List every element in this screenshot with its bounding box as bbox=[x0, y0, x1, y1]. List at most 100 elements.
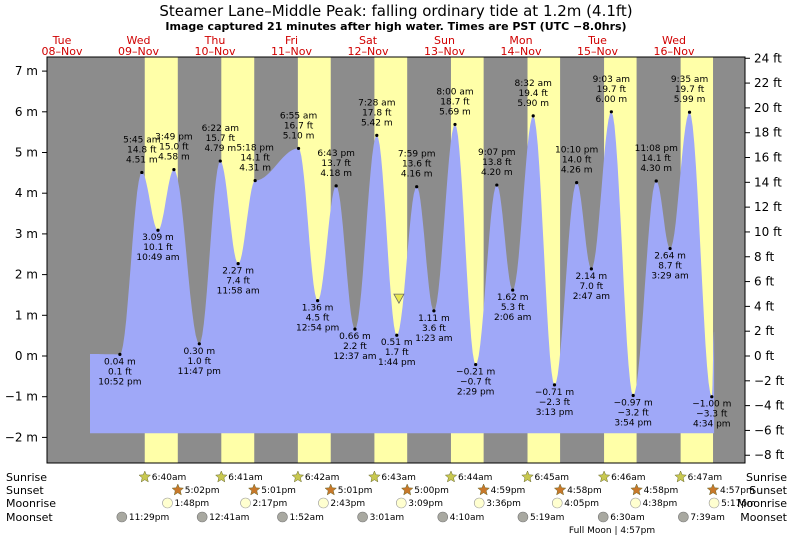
moonset-icon bbox=[437, 511, 449, 523]
moonset-row-label-left: Moonset bbox=[6, 511, 53, 524]
tide-m-label: 0.66 m bbox=[339, 332, 371, 342]
sunrise-time: 6:45am bbox=[535, 473, 570, 483]
day-date-label: 15–Nov bbox=[577, 45, 618, 58]
day-name-label: Tue bbox=[52, 34, 72, 47]
tide-m-label: 1.11 m bbox=[418, 314, 450, 324]
day-name-label: Sat bbox=[359, 34, 378, 47]
moonrise-icon bbox=[473, 497, 485, 509]
tide-time-label: 5:45 am bbox=[123, 135, 160, 145]
sunrise-time: 6:47am bbox=[688, 473, 723, 483]
moonset-time: 7:39am bbox=[690, 513, 725, 523]
tide-time-label: 12:37 am bbox=[333, 352, 376, 362]
low-tide-point bbox=[511, 288, 515, 292]
low-tide-point bbox=[432, 309, 436, 313]
tide-time-label: 1:44 pm bbox=[378, 358, 416, 368]
day-date-label: 14–Nov bbox=[501, 45, 542, 58]
moonrise-time: 4:05pm bbox=[564, 499, 599, 509]
moonrise-icon bbox=[630, 497, 641, 509]
moonrise-time: 4:38pm bbox=[643, 499, 678, 509]
tide-m-label: 2.64 m bbox=[654, 252, 686, 262]
tide-ft-label: 2.2 ft bbox=[343, 342, 367, 352]
tide-m-label: 0.51 m bbox=[381, 338, 413, 348]
y-right-tick-label: 12 ft bbox=[754, 200, 782, 214]
moonset-icon bbox=[678, 511, 689, 523]
tide-m-label: −0.97 m bbox=[614, 398, 653, 408]
day-name-label: Wed bbox=[127, 34, 151, 47]
tide-time-label: 3:13 pm bbox=[536, 408, 574, 418]
tide-m-label: 4.30 m bbox=[640, 164, 672, 174]
sunset-star-icon bbox=[171, 483, 185, 496]
sunrise-time: 6:43am bbox=[381, 473, 416, 483]
high-tide-point bbox=[334, 184, 338, 188]
tide-time-label: 9:07 pm bbox=[478, 148, 516, 158]
tide-ft-label: 5.3 ft bbox=[501, 303, 525, 313]
y-right-tick-label: −2 ft bbox=[754, 374, 785, 388]
tide-time-label: 1:23 am bbox=[415, 334, 452, 344]
tide-time-label: 12:54 pm bbox=[296, 324, 339, 334]
tide-m-label: 4.79 m bbox=[204, 144, 236, 154]
day-name-label: Thu bbox=[204, 34, 226, 47]
low-tide-point bbox=[156, 228, 160, 232]
y-right-tick-label: 8 ft bbox=[754, 250, 774, 264]
day-date-label: 10–Nov bbox=[195, 45, 236, 58]
tide-ft-label: −2.3 ft bbox=[539, 398, 571, 408]
tide-time-label: 9:35 am bbox=[671, 75, 708, 85]
low-tide-point bbox=[552, 383, 557, 387]
sunrise-star-icon bbox=[368, 470, 381, 483]
tide-ft-label: 19.4 ft bbox=[518, 89, 548, 99]
tide-m-label: 4.18 m bbox=[320, 169, 352, 179]
tide-curve bbox=[90, 111, 715, 434]
high-tide-point bbox=[253, 178, 257, 183]
tide-m-label: 2.27 m bbox=[222, 267, 254, 277]
tide-ft-label: 14.8 ft bbox=[127, 145, 157, 155]
moonrise-icon bbox=[162, 497, 173, 509]
tide-m-label: −0.21 m bbox=[456, 368, 495, 378]
moonset-icon bbox=[116, 511, 128, 523]
tide-time-label: 11:47 pm bbox=[178, 367, 221, 377]
sunrise-star-icon bbox=[214, 470, 228, 483]
tide-time-label: 6:55 am bbox=[280, 111, 317, 121]
low-tide-point bbox=[197, 342, 201, 346]
tide-ft-label: 7.4 ft bbox=[226, 277, 250, 287]
low-tide-point bbox=[589, 267, 593, 271]
tide-time-label: 7:59 pm bbox=[398, 150, 436, 160]
sunset-time: 4:58pm bbox=[644, 486, 679, 496]
moonrise-time: 3:09pm bbox=[408, 499, 443, 509]
low-tide-point bbox=[395, 333, 399, 337]
day-date-label: 11–Nov bbox=[271, 45, 312, 58]
chart-subtitle: Image captured 21 minutes after high wat… bbox=[165, 20, 626, 33]
tide-m-label: 5.90 m bbox=[517, 99, 549, 109]
day-name-label: Wed bbox=[662, 34, 686, 47]
tide-m-label: −1.00 m bbox=[692, 400, 731, 410]
tide-time-label: 10:49 am bbox=[136, 253, 179, 263]
sunrise-star-icon bbox=[597, 470, 611, 483]
high-tide-point bbox=[654, 179, 658, 183]
y-right-tick-label: 20 ft bbox=[754, 101, 782, 115]
chart-title: Steamer Lane–Middle Peak: falling ordina… bbox=[159, 2, 632, 20]
day-name-label: Mon bbox=[509, 34, 532, 47]
moonrise-row-label-left: Moonrise bbox=[6, 497, 56, 510]
tide-ft-label: 13.6 ft bbox=[402, 160, 432, 170]
tide-ft-label: −0.7 ft bbox=[460, 378, 492, 388]
tide-m-label: 5.10 m bbox=[283, 131, 315, 141]
sunset-row-label-right: Sunset bbox=[749, 484, 787, 497]
tide-ft-label: 13.8 ft bbox=[482, 158, 512, 168]
tide-ft-label: 4.5 ft bbox=[306, 314, 330, 324]
sunset-star-icon bbox=[630, 483, 643, 496]
tide-m-label: 2.14 m bbox=[576, 272, 608, 282]
tide-ft-label: 13.7 ft bbox=[321, 159, 351, 169]
moonset-time: 11:29pm bbox=[129, 513, 169, 523]
sunrise-star-icon bbox=[444, 470, 458, 483]
high-tide-point bbox=[575, 181, 579, 185]
tide-m-label: 4.51 m bbox=[126, 155, 158, 165]
sunset-time: 5:01pm bbox=[338, 486, 373, 496]
sunset-time: 5:00pm bbox=[414, 486, 449, 496]
tide-ft-label: 16.7 ft bbox=[284, 121, 314, 131]
moonrise-icon bbox=[395, 497, 407, 509]
axes: 7 m 6 m 5 m 4 m 3 m 2 m 1 m 0 m −1 m −2 m 24 ft 22 … bbox=[5, 51, 785, 464]
y-right-tick-label: 14 ft bbox=[754, 175, 782, 189]
moonrise-icon bbox=[318, 497, 329, 509]
y-left-tick-label: 3 m bbox=[15, 227, 38, 241]
high-tide-point bbox=[218, 159, 222, 163]
